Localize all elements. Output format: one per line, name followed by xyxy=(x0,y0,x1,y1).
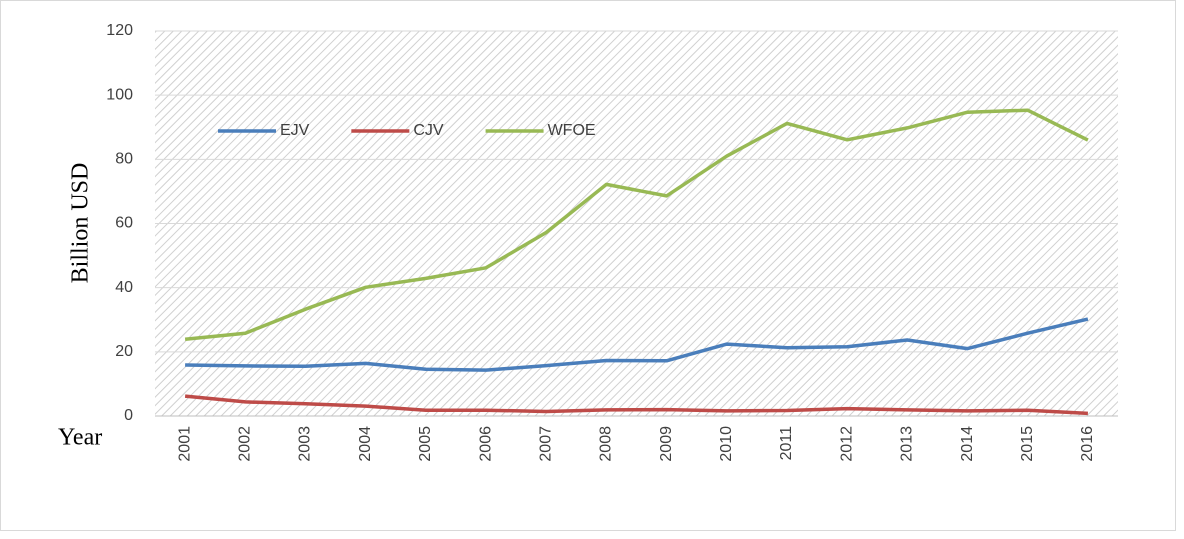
line-series xyxy=(185,317,1089,372)
x-tick-label: 2014 xyxy=(959,426,976,462)
x-tick-label: 2015 xyxy=(1019,426,1036,462)
line-series xyxy=(184,394,1088,416)
legend-label: EJV xyxy=(280,122,310,139)
legend-label: WFOE xyxy=(548,122,596,139)
y-tick-label: 60 xyxy=(115,215,133,232)
x-tick-label: 2009 xyxy=(658,426,675,462)
x-tick-label: 2012 xyxy=(838,426,855,462)
x-tick-label: 2003 xyxy=(297,426,314,462)
x-tick-label: 2004 xyxy=(357,426,374,462)
y-axis-label: Billion USD xyxy=(68,163,94,284)
x-tick-label: 2013 xyxy=(899,426,916,462)
y-tick-label: 40 xyxy=(115,279,133,296)
y-tick-label: 80 xyxy=(115,151,133,168)
x-tick-label: 2016 xyxy=(1079,426,1096,462)
y-tick-label: 20 xyxy=(115,343,133,360)
x-tick-label: 2006 xyxy=(477,426,494,462)
y-tick-label: 100 xyxy=(106,86,133,103)
x-tick-label: 2001 xyxy=(176,426,193,462)
legend-label: CJV xyxy=(413,122,444,139)
x-tick-label: 2010 xyxy=(718,426,735,462)
x-tick-label: 2002 xyxy=(237,426,254,462)
line-series xyxy=(184,108,1089,342)
x-tick-label: 2005 xyxy=(417,426,434,462)
y-tick-label: 120 xyxy=(106,22,133,39)
x-tick-label: 2011 xyxy=(778,426,795,461)
x-tick-label: 2008 xyxy=(598,426,615,462)
x-tick-label: 2007 xyxy=(537,426,554,462)
y-tick-label: 0 xyxy=(124,407,133,424)
x-axis-label: Year xyxy=(58,425,102,451)
